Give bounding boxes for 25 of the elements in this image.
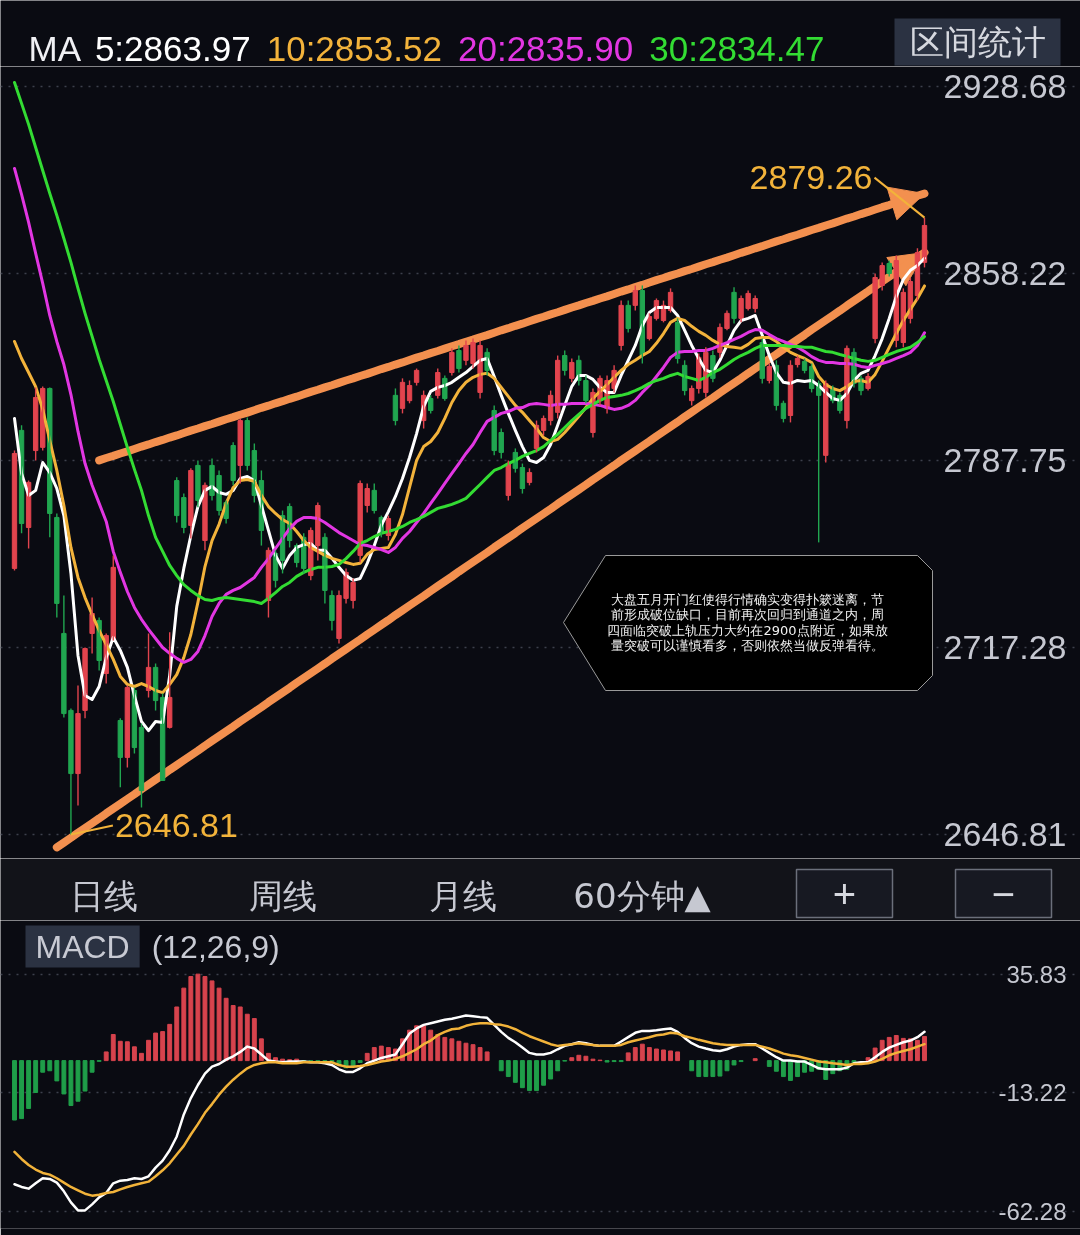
y-tick-label: 2787.75 (943, 441, 1067, 480)
category-label: 日线 (69, 875, 138, 916)
text: 2646.81 (114, 806, 238, 845)
category-label: + (832, 871, 857, 916)
category-label: 周线 (249, 875, 317, 916)
y-tick-label: 2928.68 (943, 66, 1067, 105)
y-tick-label: 35.83 (1006, 960, 1067, 988)
legend-title: MA (28, 29, 82, 68)
chart-title: MACD (35, 928, 130, 965)
y-tick-label: 2858.22 (943, 253, 1067, 292)
y-tick-label: -62.28 (998, 1197, 1067, 1225)
text: 2879.26 (749, 158, 873, 197)
text: 30:2834.47 (649, 29, 825, 68)
text: 10:2853.52 (266, 29, 442, 68)
y-tick-label: 2646.81 (943, 815, 1067, 854)
chart-subtitle: (12,26,9) (151, 928, 280, 965)
text: 20:2835.90 (458, 29, 634, 68)
category-label: 60分钟▲ (573, 875, 712, 916)
y-tick-label: 2717.28 (943, 628, 1067, 667)
category-label: 月线 (428, 875, 497, 916)
category-label: − (991, 871, 1016, 916)
annotation: 大盘五月开门红使得行情确实变得扑簌迷离，节前形成破位缺口，目前再次回归到通道之内，周四面临突破上轨压力大约在2900点附近，如果放量突破可以谨慎看多，否则依然当做反弹看待。 (607, 591, 888, 654)
text: 5:2863.97 (94, 29, 251, 68)
text: 区间统计 (909, 22, 1046, 62)
y-tick-label: -13.22 (998, 1079, 1067, 1107)
